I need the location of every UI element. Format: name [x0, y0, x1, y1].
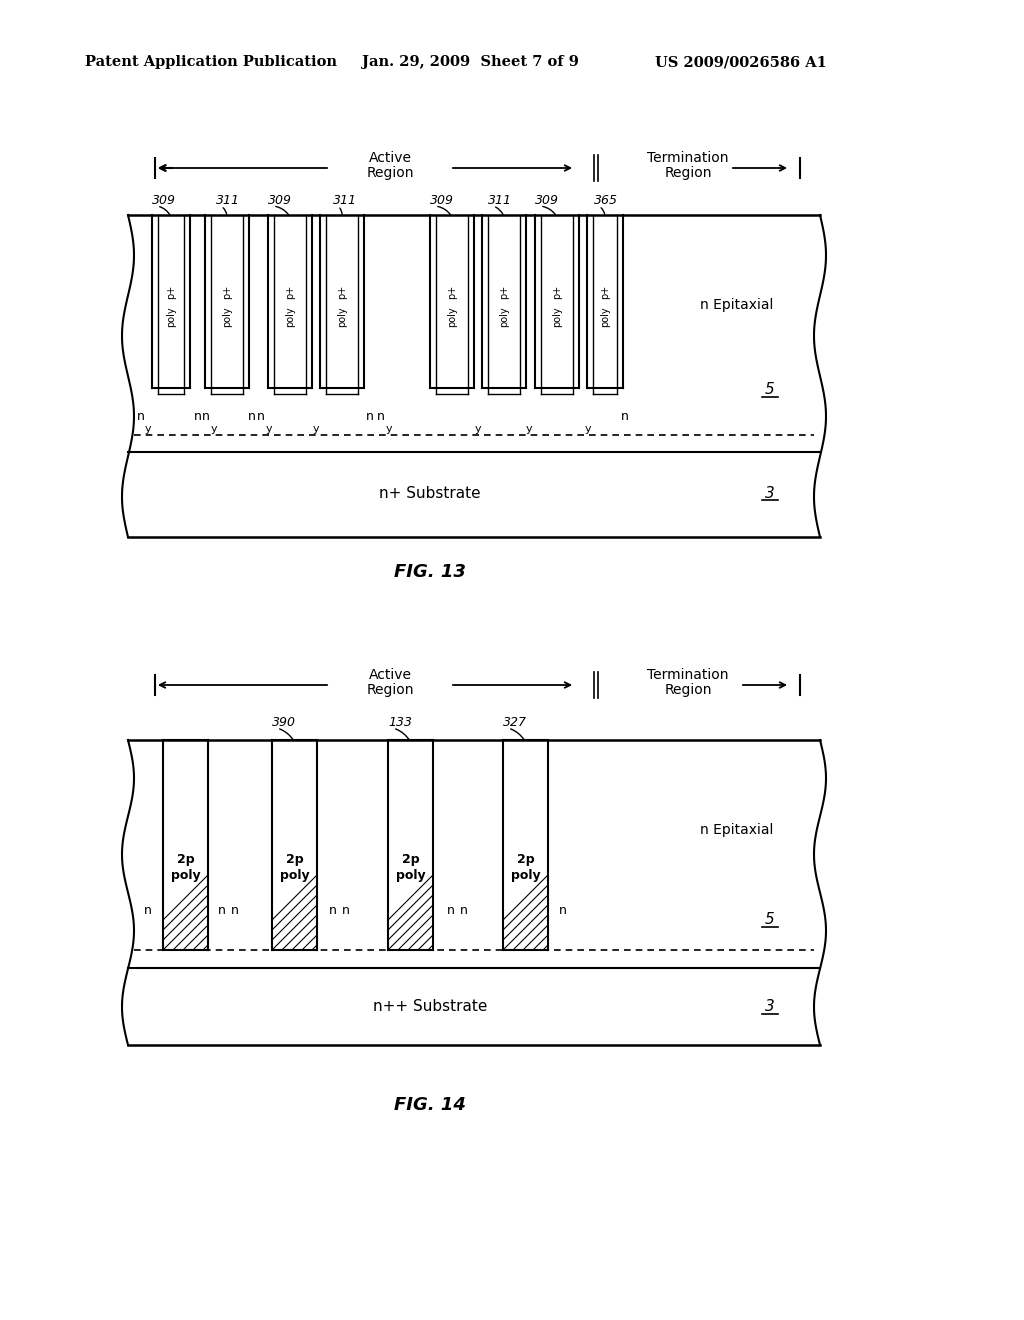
Text: p+: p+ — [285, 284, 295, 298]
Text: y: y — [386, 424, 392, 434]
Text: n: n — [329, 903, 337, 916]
Text: 309: 309 — [152, 194, 176, 206]
Text: p+: p+ — [600, 284, 610, 298]
Text: US 2009/0026586 A1: US 2009/0026586 A1 — [655, 55, 826, 69]
Text: 311: 311 — [488, 194, 512, 206]
Text: 309: 309 — [268, 194, 292, 206]
Text: y: y — [475, 424, 481, 434]
Text: poly: poly — [280, 870, 309, 883]
Text: FIG. 13: FIG. 13 — [394, 564, 466, 581]
Text: p+: p+ — [499, 284, 509, 298]
Text: n: n — [342, 903, 350, 916]
Text: Patent Application Publication: Patent Application Publication — [85, 55, 337, 69]
Text: n: n — [202, 411, 210, 424]
Text: p+: p+ — [447, 284, 457, 298]
Text: 2p: 2p — [517, 854, 535, 866]
Text: n++ Substrate: n++ Substrate — [373, 999, 487, 1014]
Text: Termination: Termination — [647, 668, 729, 682]
Text: y: y — [525, 424, 532, 434]
Text: n: n — [377, 411, 385, 424]
Text: n Epitaxial: n Epitaxial — [700, 822, 773, 837]
Text: Region: Region — [367, 682, 414, 697]
Text: n: n — [460, 903, 468, 916]
Text: poly: poly — [499, 306, 509, 327]
Text: poly: poly — [395, 870, 425, 883]
Text: poly: poly — [222, 306, 232, 327]
Text: n: n — [447, 903, 455, 916]
Text: p+: p+ — [337, 284, 347, 298]
Text: Region: Region — [665, 166, 712, 180]
Text: Termination: Termination — [647, 150, 729, 165]
Text: FIG. 14: FIG. 14 — [394, 1096, 466, 1114]
Text: poly: poly — [552, 306, 562, 327]
Text: 3: 3 — [765, 999, 775, 1014]
Text: y: y — [144, 424, 152, 434]
Text: n: n — [248, 411, 256, 424]
Text: Jan. 29, 2009  Sheet 7 of 9: Jan. 29, 2009 Sheet 7 of 9 — [362, 55, 579, 69]
Text: y: y — [585, 424, 591, 434]
Text: Region: Region — [665, 682, 712, 697]
Text: poly: poly — [171, 870, 201, 883]
Text: n: n — [559, 903, 567, 916]
Text: poly: poly — [337, 306, 347, 327]
Text: poly: poly — [447, 306, 457, 327]
Text: 311: 311 — [216, 194, 240, 206]
Text: y: y — [312, 424, 319, 434]
Text: y: y — [211, 424, 217, 434]
Text: n: n — [366, 411, 374, 424]
Text: p+: p+ — [222, 284, 232, 298]
Text: n+ Substrate: n+ Substrate — [379, 486, 481, 500]
Text: p+: p+ — [552, 284, 562, 298]
Text: Active: Active — [369, 668, 412, 682]
Text: n: n — [231, 903, 239, 916]
Text: poly: poly — [166, 306, 176, 327]
Text: n Epitaxial: n Epitaxial — [700, 298, 773, 312]
Text: 3: 3 — [765, 486, 775, 500]
Text: 311: 311 — [333, 194, 357, 206]
Text: poly: poly — [285, 306, 295, 327]
Text: poly: poly — [600, 306, 610, 327]
Text: 133: 133 — [388, 715, 412, 729]
Text: n: n — [257, 411, 265, 424]
Text: n: n — [137, 411, 145, 424]
Text: 365: 365 — [594, 194, 618, 206]
Text: 2p: 2p — [177, 854, 195, 866]
Text: n: n — [144, 903, 152, 916]
Text: Region: Region — [367, 166, 414, 180]
Text: Active: Active — [369, 150, 412, 165]
Text: y: y — [265, 424, 272, 434]
Text: 390: 390 — [272, 715, 296, 729]
Text: n: n — [218, 903, 226, 916]
Text: 309: 309 — [535, 194, 559, 206]
Text: 5: 5 — [765, 912, 775, 928]
Text: 2p: 2p — [286, 854, 303, 866]
Text: 309: 309 — [430, 194, 454, 206]
Text: 5: 5 — [765, 383, 775, 397]
Text: 327: 327 — [503, 715, 527, 729]
Text: 2p: 2p — [401, 854, 419, 866]
Text: n: n — [195, 411, 202, 424]
Text: poly: poly — [511, 870, 541, 883]
Text: n: n — [622, 411, 629, 424]
Text: p+: p+ — [166, 284, 176, 298]
